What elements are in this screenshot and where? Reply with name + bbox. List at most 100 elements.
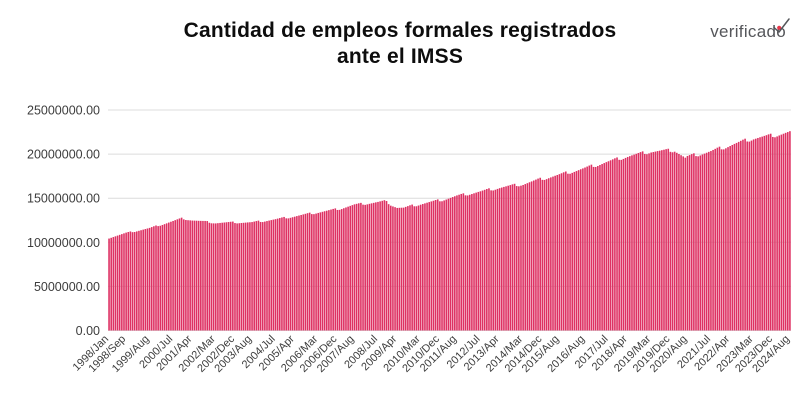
bar — [214, 223, 217, 331]
bar — [449, 197, 452, 331]
chart-title-line2: ante el IMSS — [336, 45, 464, 68]
bar — [539, 177, 541, 331]
bar — [742, 139, 744, 331]
bar — [543, 179, 546, 331]
bar — [123, 233, 125, 331]
bar — [340, 209, 343, 331]
bar — [430, 201, 433, 331]
bar — [415, 206, 418, 331]
bar — [219, 222, 221, 331]
bar — [718, 146, 721, 331]
bar — [400, 207, 403, 331]
bar — [142, 229, 145, 331]
bar — [200, 220, 202, 331]
bar — [285, 218, 288, 331]
bar — [780, 134, 783, 331]
bar — [402, 207, 405, 331]
bar — [656, 151, 659, 331]
bar — [607, 161, 610, 331]
bar — [468, 194, 471, 331]
bar — [601, 164, 603, 331]
bar — [592, 166, 595, 331]
bar — [725, 148, 727, 331]
bar — [456, 195, 458, 331]
bar — [686, 155, 689, 331]
bar — [370, 203, 373, 331]
bar — [436, 199, 439, 331]
bar — [750, 140, 753, 331]
bar — [153, 226, 155, 331]
bar — [532, 180, 535, 331]
chart-title-line1: Cantidad de empleos formales registrados — [183, 19, 617, 42]
bar — [163, 224, 166, 331]
bar — [577, 170, 580, 331]
bar — [170, 221, 172, 331]
bar — [703, 153, 706, 331]
bar — [140, 230, 142, 331]
bar — [513, 183, 516, 331]
bar — [187, 220, 189, 331]
bar — [332, 208, 334, 331]
bar — [413, 206, 416, 331]
bar — [567, 173, 569, 331]
y-tick-label: 5000000.00 — [34, 280, 100, 294]
bar — [451, 197, 454, 331]
bar — [398, 207, 401, 331]
bar — [298, 215, 300, 331]
bar — [624, 157, 627, 331]
bar — [242, 222, 245, 331]
bar — [387, 204, 390, 331]
bar — [675, 152, 678, 331]
bar — [334, 208, 337, 331]
bar — [774, 137, 776, 331]
bar — [127, 232, 130, 331]
chart-title: Cantidad de empleos formales registrados… — [0, 18, 800, 70]
bar — [110, 237, 112, 331]
bar — [778, 135, 781, 331]
bar — [757, 137, 759, 331]
bar — [588, 165, 591, 331]
bar — [443, 200, 445, 331]
bar — [246, 222, 249, 331]
bar — [646, 154, 648, 331]
bar — [259, 221, 262, 331]
bar — [208, 222, 211, 331]
bar — [206, 221, 209, 331]
bar — [599, 164, 601, 331]
bar — [682, 156, 684, 331]
logo-last-letter: o — [776, 22, 786, 41]
bar — [464, 195, 467, 331]
bar — [178, 218, 181, 331]
bar — [503, 186, 505, 331]
bar — [121, 234, 123, 331]
bar — [494, 189, 497, 331]
bar — [737, 141, 740, 331]
bar — [441, 201, 443, 331]
bar — [708, 151, 710, 331]
bar — [223, 222, 226, 331]
bar — [304, 213, 307, 331]
y-tick-label: 10000000.00 — [27, 236, 100, 250]
bar — [518, 186, 520, 331]
bar — [466, 195, 469, 331]
bar — [368, 203, 371, 331]
bar — [763, 135, 766, 331]
bar — [445, 199, 448, 331]
bar — [240, 222, 243, 331]
bar — [460, 193, 463, 331]
bar — [535, 179, 537, 331]
bar — [727, 147, 729, 331]
bar — [217, 223, 219, 331]
bar — [488, 188, 490, 331]
bar — [454, 196, 456, 331]
bar — [545, 179, 548, 331]
bar — [524, 184, 527, 331]
bar — [571, 172, 574, 331]
bar — [251, 222, 253, 331]
bar — [573, 171, 576, 331]
bar — [507, 185, 509, 331]
bar — [722, 149, 725, 331]
bar — [626, 156, 629, 331]
